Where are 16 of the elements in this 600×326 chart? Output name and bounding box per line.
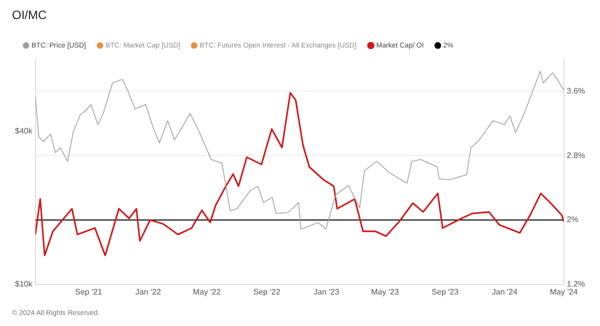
- chart-title: OI/MC: [12, 8, 47, 22]
- x-tick-label: Jan '22: [135, 287, 162, 296]
- x-tick-label: Sep '23: [432, 287, 460, 296]
- y2-tick-label: 1.2%: [566, 280, 585, 289]
- y2-tick-label: 2%: [566, 215, 578, 224]
- y2-tick-label: 2.8%: [566, 150, 585, 160]
- x-tick-label: May '24: [550, 287, 578, 296]
- y2-tick-label: 3.6%: [566, 86, 585, 96]
- x-tick-label: May '23: [371, 287, 400, 296]
- x-tick-label: Sep '21: [75, 287, 103, 296]
- x-tick-label: May '22: [192, 287, 222, 296]
- x-tick-label: Jan '24: [492, 287, 518, 296]
- y-tick-label: $10k: [14, 280, 34, 289]
- y-tick-label: $40k: [14, 126, 34, 136]
- x-tick-label: Sep '22: [253, 287, 281, 296]
- x-tick-label: Jan '23: [314, 287, 340, 296]
